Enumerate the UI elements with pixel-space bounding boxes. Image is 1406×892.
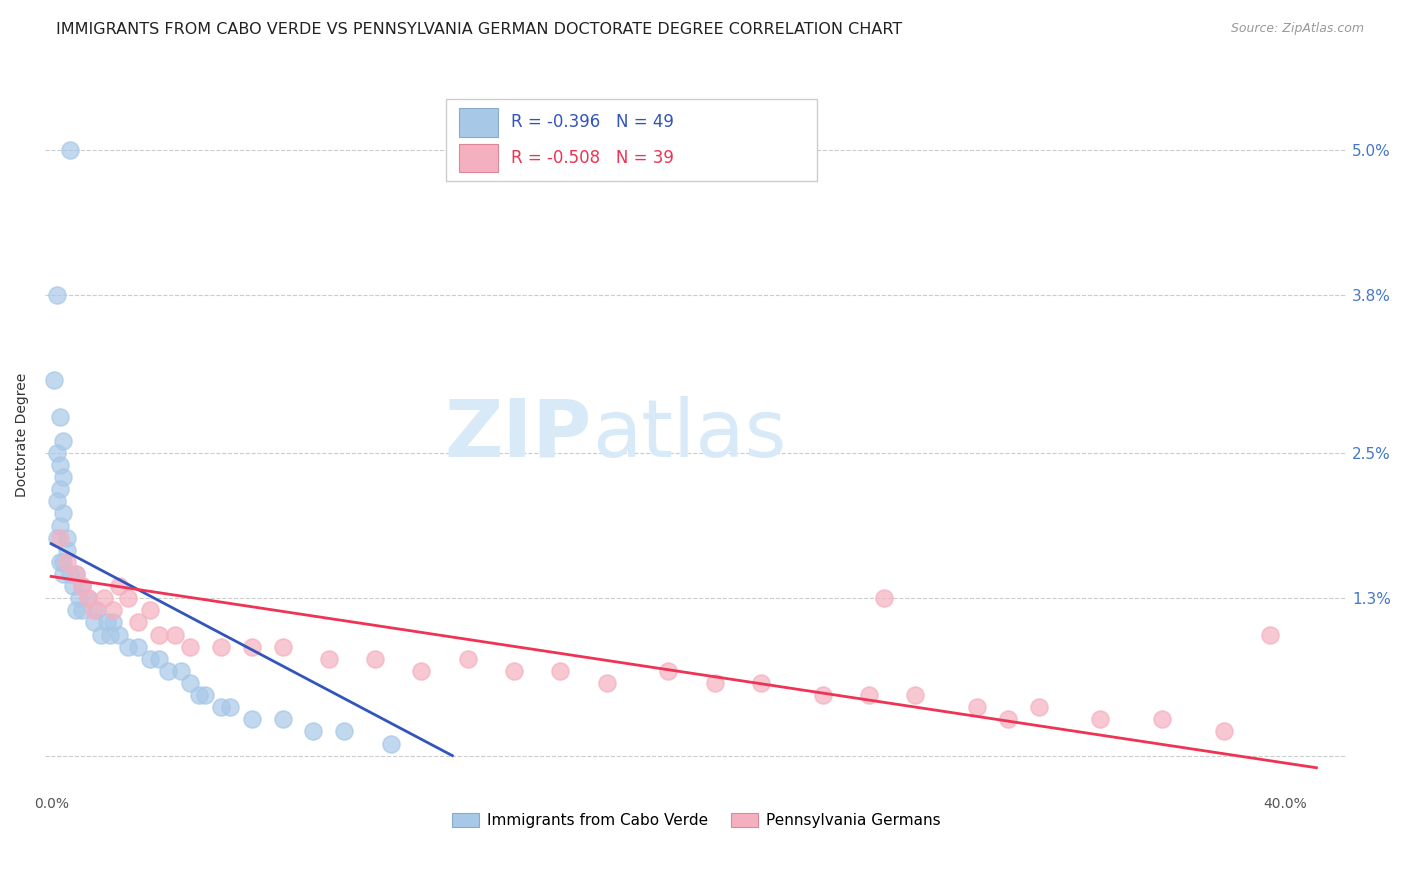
Point (49, 409, 72, 424)
Point (44, 373, 66, 387)
Point (240, 640, 263, 654)
Point (127, 640, 149, 654)
Legend: Immigrants from Cabo Verde, Pennsylvania Germans: Immigrants from Cabo Verde, Pennsylvania… (446, 807, 946, 834)
FancyBboxPatch shape (460, 144, 498, 172)
Point (77, 591, 100, 606)
Point (108, 627, 131, 641)
Point (271, 640, 294, 654)
Point (858, 688, 880, 702)
Point (98, 627, 121, 641)
Point (108, 579, 131, 593)
Point (271, 712, 294, 726)
Point (163, 627, 186, 641)
Point (595, 676, 617, 690)
Text: R = -0.396   N = 49: R = -0.396 N = 49 (512, 113, 673, 131)
Point (70, 603, 93, 617)
Point (904, 688, 927, 702)
Point (46, 446, 69, 460)
Point (749, 676, 772, 690)
Point (52, 566, 75, 581)
Point (873, 591, 896, 606)
Point (1258, 627, 1281, 641)
Point (139, 652, 162, 666)
Point (503, 664, 526, 678)
Point (188, 688, 211, 702)
Point (49, 458, 72, 472)
Point (49, 518, 72, 533)
Point (49, 555, 72, 569)
Point (966, 700, 988, 714)
Point (364, 652, 387, 666)
Point (83, 603, 105, 617)
Text: IMMIGRANTS FROM CABO VERDE VS PENNSYLVANIA GERMAN DOCTORATE DEGREE CORRELATION C: IMMIGRANTS FROM CABO VERDE VS PENNSYLVAN… (56, 22, 903, 37)
Point (93, 591, 115, 606)
Point (70, 579, 93, 593)
Point (302, 724, 325, 739)
Point (148, 627, 170, 641)
Point (55, 555, 77, 569)
Point (1212, 724, 1234, 739)
Point (219, 700, 242, 714)
Point (117, 640, 139, 654)
FancyBboxPatch shape (446, 99, 817, 181)
Text: atlas: atlas (592, 396, 786, 474)
Point (55, 542, 77, 557)
Point (318, 652, 340, 666)
Point (62, 579, 84, 593)
Point (127, 615, 149, 630)
Point (240, 712, 263, 726)
Point (101, 615, 124, 630)
Point (209, 640, 232, 654)
Point (380, 737, 402, 751)
Point (46, 531, 69, 545)
Point (65, 566, 87, 581)
Point (170, 664, 193, 678)
Point (811, 688, 834, 702)
Point (59, 143, 82, 157)
Point (52, 434, 75, 448)
Point (179, 640, 201, 654)
Point (157, 664, 180, 678)
FancyBboxPatch shape (460, 108, 498, 136)
Point (46, 494, 69, 508)
Text: ZIP: ZIP (444, 396, 592, 474)
Point (1028, 700, 1050, 714)
Text: R = -0.508   N = 39: R = -0.508 N = 39 (512, 149, 673, 167)
Point (65, 603, 87, 617)
Point (1152, 712, 1174, 726)
Point (139, 603, 162, 617)
Point (997, 712, 1019, 726)
Point (49, 531, 72, 545)
Point (83, 615, 105, 630)
Point (52, 470, 75, 484)
Point (101, 603, 124, 617)
Point (67, 591, 90, 606)
Point (77, 591, 100, 606)
Point (86, 603, 108, 617)
Point (457, 652, 479, 666)
Point (52, 555, 75, 569)
Point (333, 724, 356, 739)
Text: Source: ZipAtlas.com: Source: ZipAtlas.com (1230, 22, 1364, 36)
Point (96, 615, 118, 630)
Point (179, 676, 201, 690)
Point (703, 676, 725, 690)
Point (59, 566, 82, 581)
Point (117, 591, 139, 606)
Point (209, 700, 232, 714)
Point (194, 688, 217, 702)
Point (411, 664, 433, 678)
Point (52, 507, 75, 521)
Y-axis label: Doctorate Degree: Doctorate Degree (15, 373, 30, 497)
Point (55, 531, 77, 545)
Point (550, 664, 572, 678)
Point (89, 627, 111, 641)
Point (49, 482, 72, 496)
Point (65, 566, 87, 581)
Point (46, 288, 69, 302)
Point (1090, 712, 1112, 726)
Point (657, 664, 679, 678)
Point (148, 652, 170, 666)
Point (70, 579, 93, 593)
